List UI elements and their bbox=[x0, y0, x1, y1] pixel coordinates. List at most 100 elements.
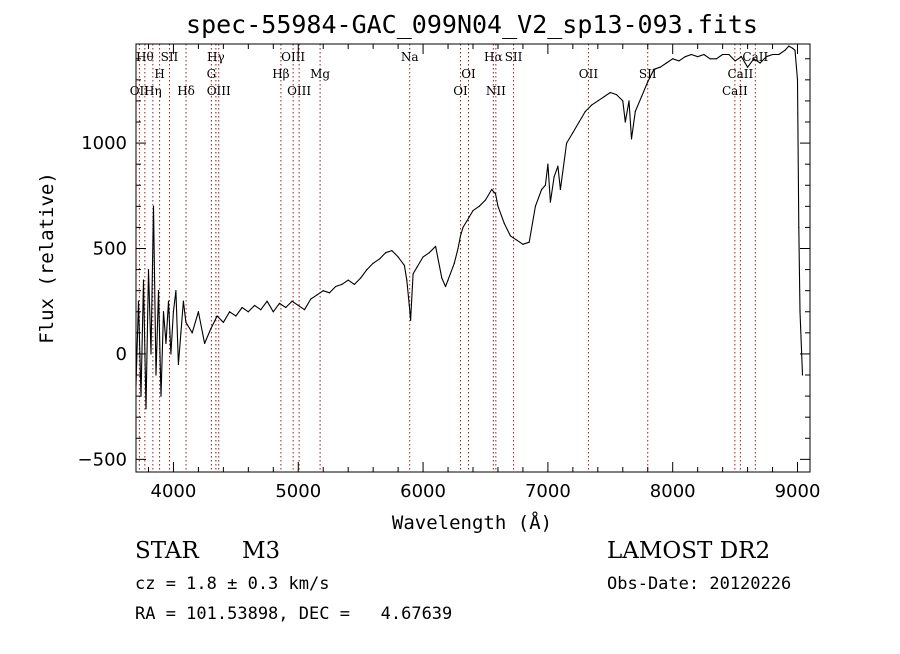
y-tick-label: 0 bbox=[116, 344, 127, 365]
spectrum-point bbox=[172, 311, 175, 313]
spectrum-point bbox=[160, 395, 162, 397]
spectrum-point bbox=[684, 56, 686, 58]
spectrum-point bbox=[549, 201, 551, 203]
spectrum-point bbox=[753, 58, 755, 60]
spectrum-point bbox=[285, 306, 287, 309]
spectrum-point bbox=[335, 285, 337, 288]
spectrum-point bbox=[229, 311, 231, 313]
spectrum-point bbox=[516, 239, 518, 241]
line-marker-label: CaII bbox=[742, 50, 768, 64]
spectrum-point bbox=[165, 342, 167, 344]
spectrum-point bbox=[437, 258, 439, 260]
line-marker-label: CaII bbox=[727, 67, 753, 81]
spectrum-point bbox=[541, 188, 543, 191]
spectrum-point bbox=[572, 131, 574, 134]
spectrum-point bbox=[457, 247, 459, 250]
spectrum-point bbox=[557, 165, 559, 167]
spectrum-point bbox=[247, 311, 249, 313]
spectrum-point bbox=[653, 68, 655, 70]
spectrum-point bbox=[272, 311, 274, 313]
spectrum-point bbox=[624, 121, 626, 123]
spectrum-point bbox=[615, 94, 618, 96]
y-tick-label: 1000 bbox=[81, 133, 127, 154]
ra-dec-coordinates: RA = 101.53898, DEC = 4.67639 bbox=[135, 604, 453, 624]
spectrum-point bbox=[444, 285, 447, 288]
line-marker-label: Hβ bbox=[272, 67, 289, 81]
y-tick-label: 500 bbox=[93, 239, 127, 260]
spectrum-point bbox=[796, 79, 799, 81]
spectrum-point bbox=[316, 294, 318, 296]
spectrum-point bbox=[603, 96, 605, 98]
spectrum-point bbox=[690, 53, 693, 56]
spectrum-point bbox=[175, 290, 177, 292]
line-marker-label: OI bbox=[461, 67, 476, 81]
spectrum-point bbox=[734, 60, 736, 62]
line-marker-label: G bbox=[207, 67, 217, 81]
spectrum-point bbox=[366, 268, 368, 271]
spectrum-point bbox=[778, 53, 780, 56]
x-tick-label: 4000 bbox=[151, 481, 197, 502]
spectrum-point bbox=[216, 315, 218, 317]
spectrum-point bbox=[145, 408, 147, 410]
spectrum-point bbox=[372, 262, 374, 264]
spectrum-point bbox=[235, 315, 237, 317]
spectrum-series bbox=[135, 45, 804, 410]
line-marker-label: Hη bbox=[144, 84, 162, 98]
spectrum-point bbox=[441, 277, 443, 279]
spectrum-point bbox=[222, 321, 224, 323]
spectrum-point bbox=[640, 96, 643, 98]
object-type: STAR bbox=[135, 538, 199, 564]
spectrum-point bbox=[634, 110, 636, 113]
spectrum-point bbox=[303, 309, 306, 311]
x-tick-label: 6000 bbox=[400, 481, 446, 502]
x-tick-label: 7000 bbox=[525, 481, 571, 502]
spectrum-point bbox=[378, 258, 380, 260]
plot-axes: 4000 5000 6000 7000 8000 9000 −500 0 500 1000 bbox=[78, 43, 820, 502]
spectrum-point bbox=[185, 321, 187, 323]
spectrum-point bbox=[162, 311, 165, 313]
line-marker-label: Hγ bbox=[207, 50, 225, 64]
spectrum-point bbox=[152, 205, 155, 207]
spectrum-point bbox=[771, 53, 774, 56]
spectrum-point bbox=[157, 290, 160, 292]
line-marker-label: SII bbox=[161, 50, 179, 64]
spectrum-point bbox=[422, 256, 424, 258]
line-marker-label: OII bbox=[579, 67, 599, 81]
spectrum-point bbox=[137, 300, 140, 302]
spectrum-point bbox=[784, 49, 786, 51]
spectrum-point bbox=[794, 49, 796, 51]
spectrum-point bbox=[494, 193, 497, 195]
line-marker-label: SII bbox=[505, 50, 523, 64]
spectrum-point bbox=[759, 62, 761, 64]
spectrum-point bbox=[253, 304, 256, 307]
plot-frame bbox=[135, 43, 811, 473]
spectrum-point bbox=[566, 142, 568, 144]
spectrum-point bbox=[428, 252, 430, 254]
spectrum-point bbox=[459, 235, 462, 237]
spectrum-point bbox=[155, 374, 157, 376]
spectrum-point bbox=[260, 309, 262, 311]
spectrum-point bbox=[715, 58, 717, 60]
spectrum-point bbox=[559, 188, 561, 191]
spectrum-point bbox=[630, 138, 633, 140]
spectrum-point bbox=[416, 266, 418, 269]
survey-name: LAMOST DR2 bbox=[607, 538, 771, 564]
spectrum-point bbox=[584, 110, 586, 113]
y-tick-label: −500 bbox=[78, 449, 127, 470]
emission-line-markers: HθHηOIIHSIIHδGHγOIIIHβOIIIOIIIMgNaOIOIHα… bbox=[130, 44, 768, 472]
spectrum-point bbox=[544, 184, 546, 186]
spectrum-point bbox=[472, 209, 474, 212]
line-marker-label: Hα bbox=[484, 50, 503, 64]
line-marker-label: Hθ bbox=[136, 50, 154, 64]
spectrum-point bbox=[740, 56, 742, 58]
spectrum-point bbox=[622, 100, 624, 102]
spectrum-point bbox=[170, 353, 172, 355]
observation-date: Obs-Date: 20120226 bbox=[607, 574, 792, 594]
spectrum-point bbox=[659, 66, 661, 68]
chart-title: spec-55984-GAC_099N04_V2_sp13-093.fits bbox=[186, 10, 758, 39]
line-marker-label: OIII bbox=[207, 84, 231, 98]
spectrum-point bbox=[765, 56, 767, 58]
spectrum-point bbox=[522, 243, 524, 245]
